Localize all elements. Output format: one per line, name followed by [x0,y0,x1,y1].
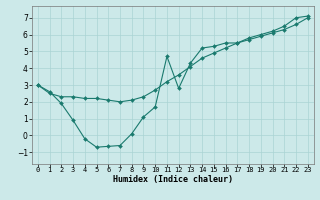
X-axis label: Humidex (Indice chaleur): Humidex (Indice chaleur) [113,175,233,184]
